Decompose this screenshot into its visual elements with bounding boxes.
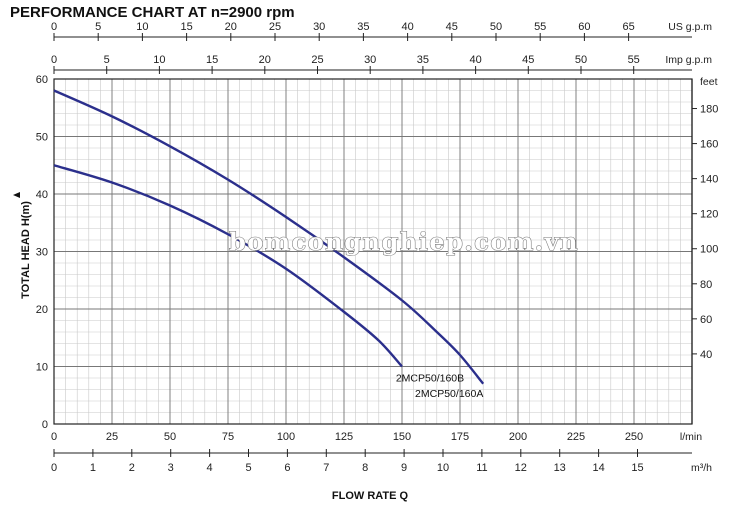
- y-axis-label: TOTAL HEAD H(m): [20, 201, 32, 299]
- series-group: 2MCP50/160A 2MCP50/160B: [53, 89, 485, 400]
- impgpm-tick-label: 25: [311, 54, 323, 66]
- impgpm-tick-label: 0: [51, 54, 57, 66]
- m3h-tick-label: 12: [515, 462, 527, 474]
- chart-title: PERFORMANCE CHART AT n=2900 rpm: [10, 4, 295, 21]
- y-tick-label: 0: [42, 419, 48, 431]
- impgpm-tick-label: 55: [628, 54, 640, 66]
- usgpm-tick-label: 45: [446, 21, 458, 33]
- feet-tick-label: 180: [700, 104, 718, 116]
- y-tick-label: 10: [36, 362, 48, 374]
- feet-tick-label: 140: [700, 174, 718, 186]
- usgpm-tick-label: 20: [225, 21, 237, 33]
- m3h-tick-label: 4: [207, 462, 213, 474]
- y-tick-label: 60: [36, 74, 48, 86]
- usgpm-tick-label: 30: [313, 21, 325, 33]
- m3h-tick-label: 6: [284, 462, 290, 474]
- series-curve-a: [53, 89, 485, 385]
- series-label: 2MCP50/160A: [415, 388, 483, 400]
- series-curve-b: [53, 164, 403, 368]
- x-tick-label: 175: [451, 431, 469, 443]
- series-label: 2MCP50/160B: [396, 373, 464, 385]
- usgpm-tick-label: 15: [180, 21, 192, 33]
- impgpm-tick-label: 5: [104, 54, 110, 66]
- x-tick-label: 225: [567, 431, 585, 443]
- impgpm-tick-label: 30: [364, 54, 376, 66]
- impgpm-tick-label: 20: [259, 54, 271, 66]
- y-tick-label: 20: [36, 304, 48, 316]
- y-tick-label: 40: [36, 189, 48, 201]
- y-tick-label: 30: [36, 247, 48, 259]
- feet-tick-label: 60: [700, 314, 712, 326]
- x-tick-label: 75: [222, 431, 234, 443]
- feet-unit-label: feet: [700, 76, 718, 88]
- impgpm-tick-label: 10: [153, 54, 165, 66]
- usgpm-tick-label: 5: [95, 21, 101, 33]
- x-unit-label: l/min: [680, 431, 702, 443]
- impgpm-tick-label: 50: [575, 54, 587, 66]
- m3h-tick-label: 3: [168, 462, 174, 474]
- m3h-tick-label: 7: [323, 462, 329, 474]
- feet-tick-label: 120: [700, 209, 718, 221]
- axes: 0 25 50 75 100 125 150 175 200 225 250 l/min0102030…: [36, 21, 719, 474]
- usgpm-unit-label: US g.p.m: [668, 21, 712, 33]
- usgpm-tick-label: 65: [622, 21, 634, 33]
- grid: [53, 78, 693, 425]
- usgpm-tick-label: 50: [490, 21, 502, 33]
- m3h-tick-label: 1: [90, 462, 96, 474]
- usgpm-tick-label: 10: [136, 21, 148, 33]
- x-tick-label: 200: [509, 431, 527, 443]
- usgpm-tick-label: 0: [51, 21, 57, 33]
- impgpm-tick-label: 45: [522, 54, 534, 66]
- x-tick-label: 0: [51, 431, 57, 443]
- feet-tick-label: 100: [700, 244, 718, 256]
- impgpm-tick-label: 15: [206, 54, 218, 66]
- feet-tick-label: 40: [700, 349, 712, 361]
- watermark: bomcongnghiep.com.vn: [229, 227, 579, 256]
- y-tick-label: 50: [36, 132, 48, 144]
- m3h-tick-label: 13: [554, 462, 566, 474]
- usgpm-tick-label: 60: [578, 21, 590, 33]
- impgpm-tick-label: 40: [469, 54, 481, 66]
- m3h-tick-label: 5: [245, 462, 251, 474]
- usgpm-tick-label: 55: [534, 21, 546, 33]
- usgpm-tick-label: 40: [401, 21, 413, 33]
- x-tick-label: 125: [335, 431, 353, 443]
- x-tick-label: 150: [393, 431, 411, 443]
- x-tick-label: 100: [277, 431, 295, 443]
- m3h-tick-label: 9: [401, 462, 407, 474]
- impgpm-unit-label: Imp g.p.m: [665, 54, 712, 66]
- x-tick-label: 25: [106, 431, 118, 443]
- m3h-tick-label: 10: [437, 462, 449, 474]
- m3h-tick-label: 14: [592, 462, 604, 474]
- feet-tick-label: 80: [700, 279, 712, 291]
- y-axis-arrow-icon: [13, 192, 20, 198]
- m3h-unit-label: m³/h: [691, 462, 712, 474]
- m3h-tick-label: 2: [129, 462, 135, 474]
- m3h-tick-label: 0: [51, 462, 57, 474]
- x-tick-label: 250: [625, 431, 643, 443]
- feet-tick-label: 160: [700, 139, 718, 151]
- x-tick-label: 50: [164, 431, 176, 443]
- m3h-tick-label: 8: [362, 462, 368, 474]
- usgpm-tick-label: 35: [357, 21, 369, 33]
- m3h-tick-label: 15: [631, 462, 643, 474]
- x-axis-label: FLOW RATE Q: [332, 490, 409, 502]
- m3h-tick-label: 11: [476, 462, 487, 474]
- impgpm-tick-label: 35: [417, 54, 429, 66]
- usgpm-tick-label: 25: [269, 21, 281, 33]
